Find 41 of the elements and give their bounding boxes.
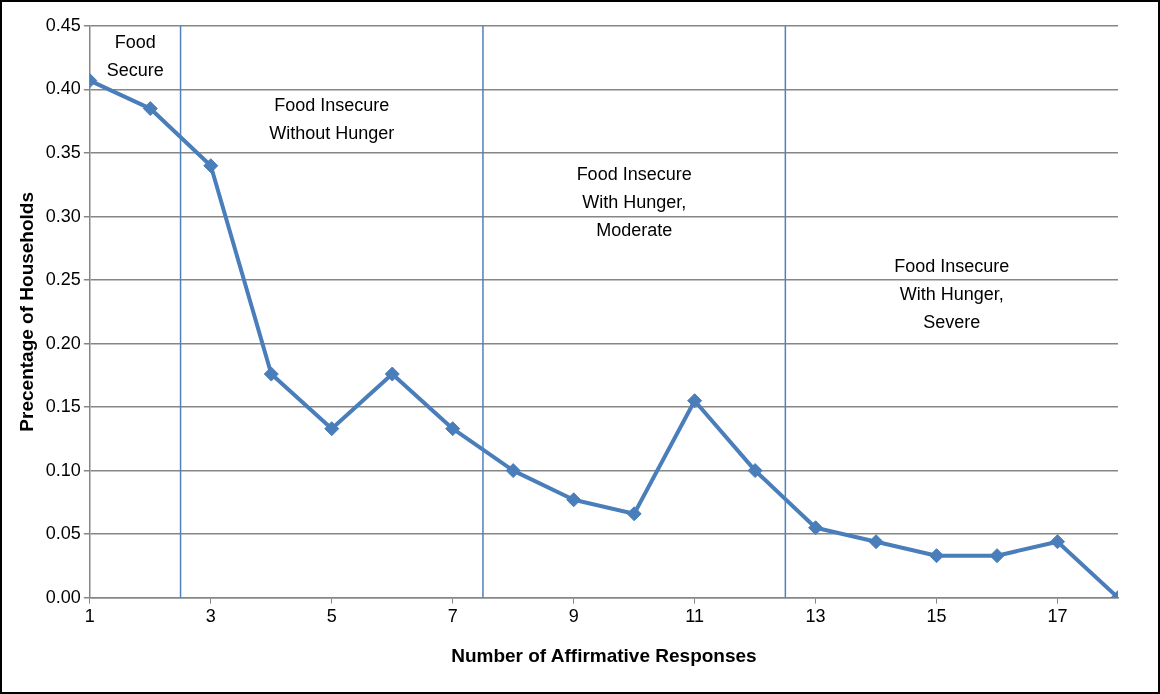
point (324, 421, 340, 437)
point (566, 492, 582, 508)
x-tick-label: 11 (685, 606, 704, 627)
point (142, 101, 158, 117)
point (1050, 534, 1066, 550)
annotation: Food Insecure With Hunger, Moderate (576, 164, 692, 241)
y-tick-label: 0.00 (45, 586, 81, 607)
point (505, 463, 521, 479)
point (747, 463, 763, 479)
annotation: Food Insecure With Hunger, Severe (894, 255, 1010, 332)
y-tick-label: 0.10 (45, 459, 81, 480)
x-tick-label: 1 (84, 606, 95, 627)
point (989, 548, 1005, 564)
y-tick-label: 0.40 (45, 78, 81, 99)
x-axis-title: Number of Affirmative Responses (451, 644, 757, 666)
point (868, 534, 884, 550)
point (263, 366, 279, 382)
point (626, 506, 642, 522)
annotation: Food Insecure Without Hunger (269, 95, 395, 144)
x-tick-label: 15 (926, 606, 947, 627)
x-tick-label: 9 (568, 606, 579, 627)
y-tick-label: 0.15 (45, 396, 81, 417)
y-tick-label: 0.25 (45, 269, 81, 290)
point (808, 520, 824, 536)
y-tick-label: 0.30 (45, 205, 81, 226)
x-tick-label: 5 (326, 606, 337, 627)
point (384, 366, 400, 382)
point (929, 548, 945, 564)
y-tick-label: 0.45 (45, 14, 81, 35)
y-tick-label: 0.20 (45, 332, 81, 353)
y-tick-label: 0.35 (45, 141, 81, 162)
x-tick-label: 17 (1047, 606, 1068, 627)
x-tick-label: 3 (205, 606, 216, 627)
annotation: Food Secure (106, 32, 164, 81)
point (687, 393, 703, 409)
y-tick-label: 0.05 (45, 523, 81, 544)
point (445, 421, 461, 437)
y-axis-title: Precentage of Households (15, 191, 37, 432)
x-tick-label: 7 (447, 606, 458, 627)
point (203, 158, 219, 174)
x-tick-label: 13 (805, 606, 826, 627)
